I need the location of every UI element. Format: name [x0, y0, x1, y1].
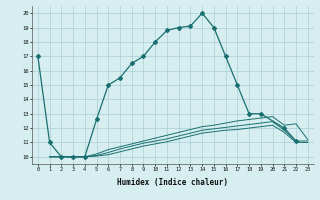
- X-axis label: Humidex (Indice chaleur): Humidex (Indice chaleur): [117, 178, 228, 187]
